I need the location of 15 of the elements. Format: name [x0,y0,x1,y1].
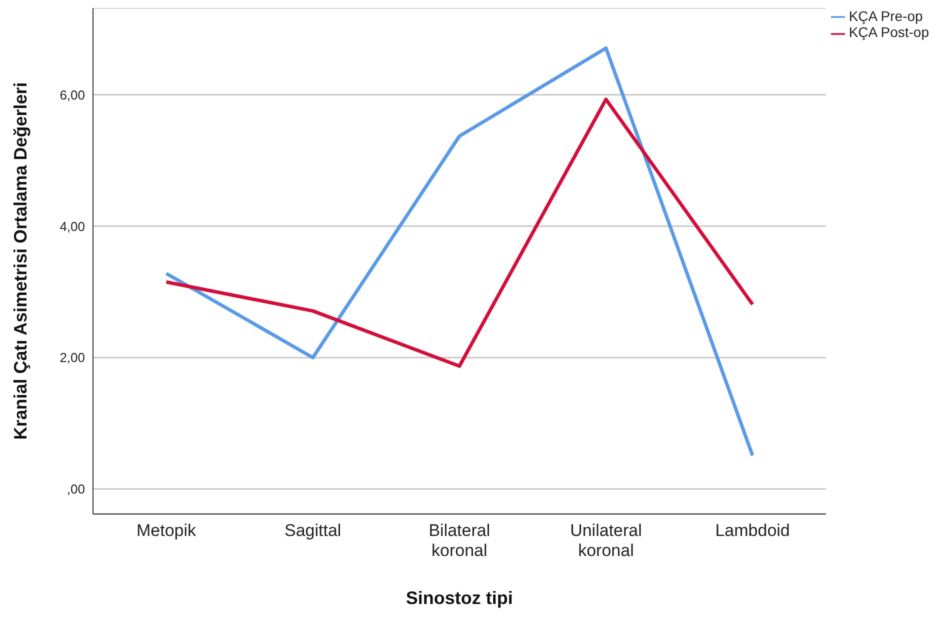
y-tick-label: 4,00 [60,218,85,234]
x-tick-label: Sagittal [284,521,342,540]
legend-label: KÇA Post-op [848,24,929,40]
line-series [164,98,754,368]
y-tick-label: ,00 [66,482,85,497]
y-axis-title: Kranial Çatı Asimetrisi Ortalama Değerleri [10,82,30,440]
x-tick-label: Bilateral koronal [428,521,490,560]
x-tick-label: Unilateral koronal [570,521,642,560]
x-tick-label: Lambdoid [715,521,790,540]
x-tick-label: Metopik [136,521,197,540]
line-series [164,46,754,458]
x-axis-title: Sinostoz tipi [406,588,513,608]
y-tick-label: 6,00 [60,87,85,102]
y-tick-label: 2,00 [60,350,85,366]
legend-label: KÇA Pre-op [848,8,923,24]
